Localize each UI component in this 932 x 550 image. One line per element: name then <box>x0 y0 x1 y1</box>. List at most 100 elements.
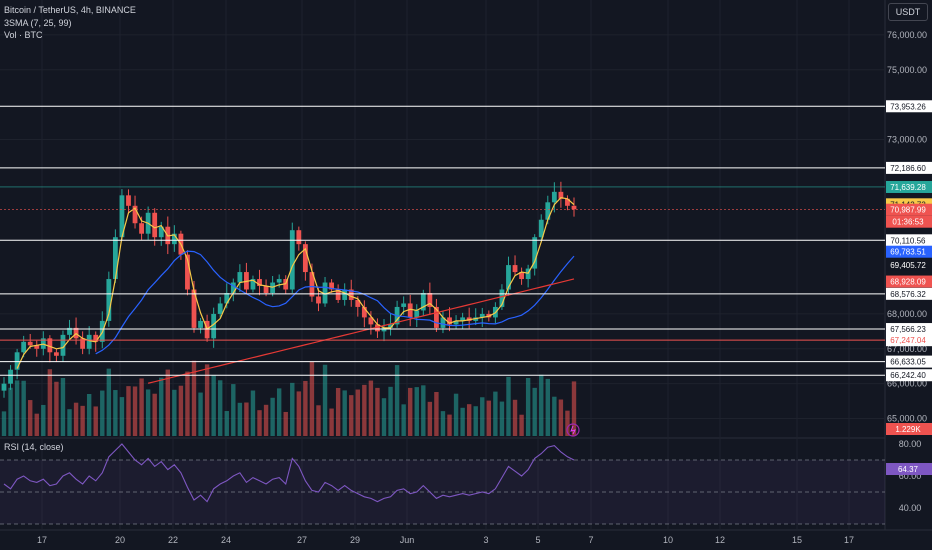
volume-bar <box>185 371 190 436</box>
alert-icon <box>566 423 580 437</box>
volume-bar <box>303 380 308 436</box>
candle-body <box>158 226 164 238</box>
price-tag-label: 68,928.09 <box>890 278 926 287</box>
level-price-tag <box>886 287 932 300</box>
time-tick-label: 10 <box>663 535 673 545</box>
volume-bar <box>480 397 485 436</box>
candle-body <box>361 306 367 318</box>
time-tick-label: 15 <box>792 535 802 545</box>
volume-bar <box>368 380 374 436</box>
volume-bar <box>47 369 53 436</box>
rsi-current-tag <box>886 463 932 476</box>
volume-bar <box>408 387 413 436</box>
volume-bar <box>106 368 112 436</box>
time-tick-label: 17 <box>844 535 854 545</box>
volume-bar <box>152 393 157 436</box>
volume-indicator-label[interactable]: Vol · BTC <box>4 30 43 40</box>
volume-bar <box>80 405 85 436</box>
candle-body <box>434 306 439 328</box>
volume-bar <box>558 399 564 436</box>
candle-body <box>93 334 99 342</box>
volume-bar <box>493 391 498 436</box>
level-price-label: 66,633.05 <box>890 358 926 367</box>
level-price-label: 67,247.04 <box>890 336 926 345</box>
volume-bar <box>211 375 216 436</box>
candle-body <box>316 296 321 304</box>
candle-body <box>106 279 112 321</box>
time-tick-label: 12 <box>715 535 725 545</box>
volume-bar <box>316 405 321 436</box>
level-price-label: 66,242.40 <box>890 371 926 380</box>
candle-body <box>237 272 243 283</box>
level-price-tag <box>886 355 932 368</box>
volume-bar <box>440 411 446 436</box>
volume-bar <box>453 393 459 436</box>
level-price-label: 73,953.26 <box>890 102 926 111</box>
candle-body <box>460 317 466 321</box>
volume-bar <box>329 408 334 436</box>
candle-body <box>21 341 27 353</box>
candle-body <box>512 265 518 273</box>
volume-tag-label: 1.229K <box>895 425 921 434</box>
time-tick-label: 27 <box>297 535 307 545</box>
volume-bar <box>486 400 492 436</box>
candle-body <box>230 282 236 293</box>
rsi-tick-label: 40.00 <box>899 503 922 513</box>
candle-body <box>519 272 524 280</box>
price-tick-label: 68,000.00 <box>887 309 927 319</box>
currency-button[interactable]: USDT <box>888 3 928 21</box>
candle-body <box>54 352 59 356</box>
volume-bar <box>565 410 570 436</box>
price-tag <box>886 180 932 193</box>
candle-body <box>263 286 269 293</box>
candle-body <box>34 345 40 349</box>
candle-body <box>479 313 485 318</box>
candle-body <box>388 324 393 328</box>
price-tag <box>886 258 932 271</box>
volume-bar <box>60 377 66 436</box>
volume-bar <box>204 364 210 436</box>
candle-body <box>420 292 426 311</box>
volume-bar <box>381 398 387 436</box>
time-tick-label: 22 <box>168 535 178 545</box>
price-tag-label: 01:36:53 <box>892 218 924 227</box>
volume-bar <box>512 399 518 436</box>
volume-bar <box>100 390 105 436</box>
candle-body <box>414 310 420 318</box>
volume-bar <box>309 361 315 436</box>
level-price-tag <box>886 234 932 247</box>
volume-bar <box>466 404 472 436</box>
volume-bar <box>145 389 151 436</box>
time-tick-label: 5 <box>535 535 540 545</box>
volume-bar <box>86 393 92 436</box>
volume-bar <box>34 413 39 436</box>
price-tag-label: 71,639.28 <box>890 183 926 192</box>
volume-bar <box>21 380 26 436</box>
rsi-label[interactable]: RSI (14, close) <box>4 442 64 452</box>
candle-body <box>14 352 20 370</box>
candle-body <box>381 327 387 332</box>
symbol-title[interactable]: Bitcoin / TetherUS, 4h, BINANCE <box>4 5 136 15</box>
candle-body <box>126 195 131 206</box>
volume-bar <box>545 378 550 436</box>
volume-bar <box>473 406 478 436</box>
volume-bar <box>198 392 203 436</box>
volume-bar <box>165 369 170 436</box>
volume-bar <box>342 390 347 436</box>
volume-bar <box>250 390 256 436</box>
candle-body <box>171 233 177 245</box>
volume-bar <box>172 389 177 436</box>
price-tag <box>886 275 932 288</box>
volume-bar <box>355 389 360 436</box>
candle-body <box>447 317 452 325</box>
sma-indicator-label[interactable]: 3SMA (7, 25, 99) <box>4 18 72 28</box>
volume-bar <box>388 386 393 436</box>
candle-body <box>335 289 341 300</box>
candle-body <box>342 289 348 300</box>
time-tick-label: 29 <box>350 535 360 545</box>
candle-body <box>401 303 407 307</box>
level-price-label: 70,110.56 <box>891 236 927 245</box>
candle-body <box>67 327 72 335</box>
volume-bar <box>539 374 544 436</box>
